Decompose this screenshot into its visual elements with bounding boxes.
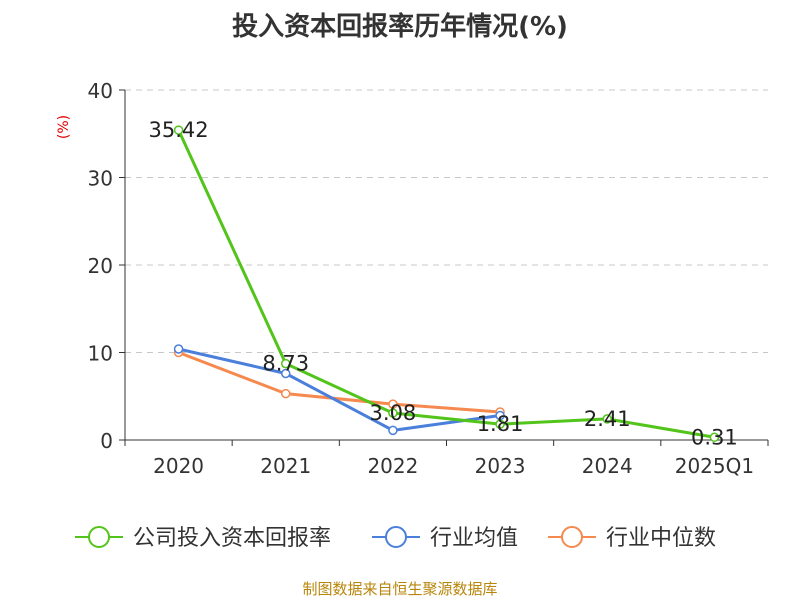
data-point (388, 399, 398, 409)
data-point (709, 432, 720, 443)
legend: 公司投入资本回报率 行业均值 行业中位数 (75, 526, 716, 551)
x-tick-label: 2025Q1 (675, 454, 754, 478)
x-tick-label: 2022 (367, 454, 418, 478)
data-label: 2.41 (584, 407, 631, 431)
y-axis-unit-label: (%) (56, 115, 72, 139)
y-tick-label: 10 (88, 342, 113, 366)
y-tick-label: 40 (88, 79, 113, 103)
data-point (173, 344, 184, 354)
data-point (495, 419, 505, 429)
data-label: 1.81 (477, 412, 524, 436)
source-note: 制图数据来自恒生聚源数据库 (302, 580, 498, 598)
series-line (178, 347, 501, 432)
data-label: 35.42 (149, 118, 209, 142)
data-label: 0.31 (691, 425, 738, 449)
data-label: 3.08 (370, 401, 417, 425)
legend-label: 行业中位数 (606, 526, 716, 551)
series-line (177, 129, 715, 439)
series (173, 125, 720, 443)
data-point (281, 388, 291, 399)
data-point (281, 368, 291, 379)
legend-label: 公司投入资本回报率 (133, 526, 331, 551)
y-tick-label: 30 (88, 167, 113, 191)
data-point (602, 414, 612, 424)
x-tick-label: 2020 (153, 454, 204, 478)
data-labels: 35.42 8.73 3.08 1.81 2.41 0.31 (149, 118, 738, 449)
data-point (388, 408, 398, 418)
data-point (281, 358, 291, 369)
x-tick-label: 2023 (475, 454, 526, 478)
y-tick-label: 0 (100, 429, 113, 453)
legend-marker (88, 526, 110, 548)
y-tick-label: 20 (88, 254, 113, 278)
x-tick-label: 2021 (260, 454, 311, 478)
series-line (178, 351, 501, 414)
chart-title: 投入资本回报率历年情况(%) (232, 12, 568, 42)
data-point (388, 425, 398, 436)
legend-marker (385, 526, 407, 548)
data-point (173, 125, 184, 135)
data-label: 8.73 (262, 352, 309, 376)
legend-marker (561, 526, 583, 548)
legend-label: 行业均值 (430, 526, 518, 551)
grid-lines (125, 89, 768, 353)
axes: 0 10 20 30 40 2020 2021 2022 2023 2024 2025Q1 (88, 79, 769, 478)
x-tick-label: 2024 (582, 454, 633, 478)
